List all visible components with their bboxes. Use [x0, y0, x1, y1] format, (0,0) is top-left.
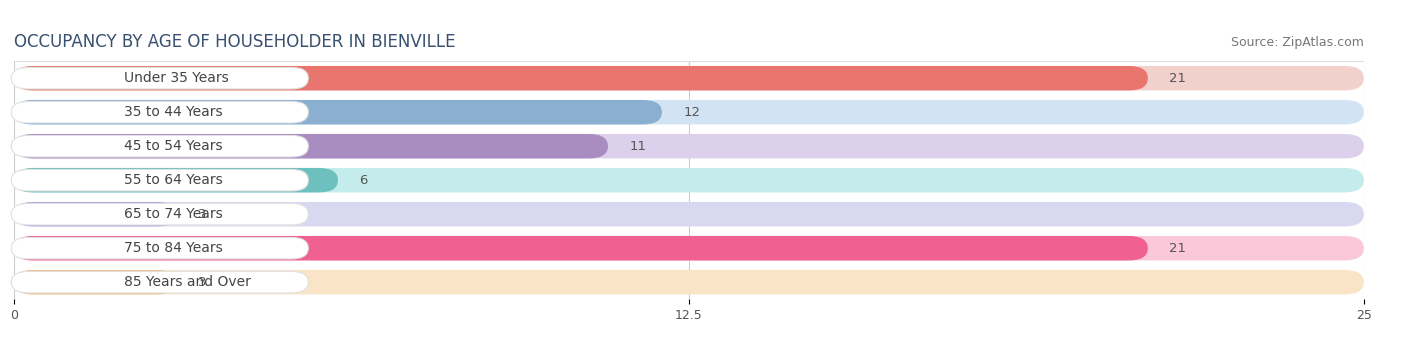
FancyBboxPatch shape — [14, 202, 176, 226]
FancyBboxPatch shape — [14, 270, 176, 294]
FancyBboxPatch shape — [11, 67, 308, 89]
Text: 21: 21 — [1170, 242, 1187, 255]
Text: 65 to 74 Years: 65 to 74 Years — [124, 207, 224, 221]
FancyBboxPatch shape — [14, 168, 1364, 192]
FancyBboxPatch shape — [14, 100, 1364, 124]
FancyBboxPatch shape — [14, 202, 1364, 226]
FancyBboxPatch shape — [14, 168, 337, 192]
Text: 3: 3 — [198, 208, 207, 221]
FancyBboxPatch shape — [14, 236, 1364, 260]
Text: 11: 11 — [630, 140, 647, 153]
FancyBboxPatch shape — [11, 237, 308, 259]
FancyBboxPatch shape — [14, 134, 607, 158]
Text: 21: 21 — [1170, 72, 1187, 85]
Text: 85 Years and Over: 85 Years and Over — [124, 275, 252, 289]
Text: Under 35 Years: Under 35 Years — [124, 71, 229, 85]
FancyBboxPatch shape — [14, 100, 662, 124]
Text: 3: 3 — [198, 276, 207, 289]
FancyBboxPatch shape — [11, 101, 308, 123]
Text: 55 to 64 Years: 55 to 64 Years — [124, 173, 224, 187]
FancyBboxPatch shape — [14, 134, 1364, 158]
FancyBboxPatch shape — [14, 270, 1364, 294]
Text: 35 to 44 Years: 35 to 44 Years — [124, 105, 222, 119]
FancyBboxPatch shape — [14, 66, 1364, 90]
FancyBboxPatch shape — [11, 169, 308, 191]
Text: 75 to 84 Years: 75 to 84 Years — [124, 241, 224, 255]
FancyBboxPatch shape — [11, 271, 308, 293]
Text: 12: 12 — [683, 106, 700, 119]
Text: OCCUPANCY BY AGE OF HOUSEHOLDER IN BIENVILLE: OCCUPANCY BY AGE OF HOUSEHOLDER IN BIENV… — [14, 33, 456, 51]
FancyBboxPatch shape — [14, 236, 1147, 260]
Text: 6: 6 — [360, 174, 368, 187]
FancyBboxPatch shape — [14, 66, 1147, 90]
FancyBboxPatch shape — [11, 135, 308, 157]
Text: 45 to 54 Years: 45 to 54 Years — [124, 139, 222, 153]
Text: Source: ZipAtlas.com: Source: ZipAtlas.com — [1230, 36, 1364, 49]
FancyBboxPatch shape — [11, 203, 308, 225]
